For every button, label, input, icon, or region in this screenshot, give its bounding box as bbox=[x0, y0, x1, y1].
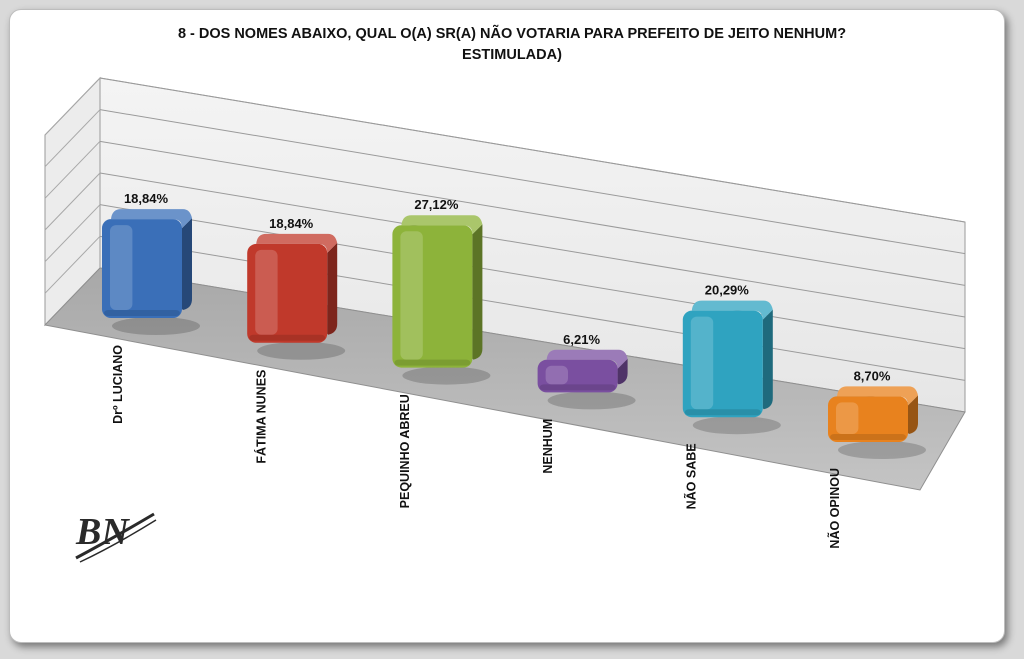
bar-side-face bbox=[762, 309, 773, 410]
bar-highlight bbox=[545, 365, 568, 385]
bn-logo: BN bbox=[75, 511, 157, 563]
bar-value-label: 18,84% bbox=[269, 216, 314, 231]
chart-title: 8 - DOS NOMES ABAIXO, QUAL O(A) SR(A) NÃ… bbox=[0, 24, 1024, 66]
bar-side-face bbox=[472, 224, 483, 360]
bar-front-face bbox=[537, 359, 618, 393]
bar-shadow bbox=[692, 416, 781, 435]
bar-base-edge bbox=[830, 434, 906, 440]
bar-value-label: 18,84% bbox=[124, 191, 169, 206]
bar-top-face bbox=[837, 386, 918, 406]
bar-top-face bbox=[256, 233, 338, 253]
bar-base-edge bbox=[539, 384, 616, 391]
gridline-side bbox=[44, 204, 101, 263]
bar-base-edge bbox=[249, 334, 326, 341]
category-label: NÃO SABE bbox=[684, 443, 699, 509]
bar-value-label: 27,12% bbox=[414, 197, 459, 212]
gridline-side bbox=[44, 140, 101, 199]
bar-side-face bbox=[908, 395, 918, 434]
bar-top-face bbox=[111, 209, 192, 229]
bar-side-face bbox=[327, 242, 338, 335]
category-label: NÃO OPINOU bbox=[827, 468, 842, 549]
gridline-side bbox=[44, 109, 101, 168]
bar-base-edge bbox=[394, 359, 471, 366]
category-label: Drº LUCIANO bbox=[111, 345, 125, 424]
gridline-side bbox=[44, 235, 101, 294]
chart-title-line2: ESTIMULADA) bbox=[462, 47, 562, 63]
gridline-back bbox=[99, 235, 966, 381]
gridline-back bbox=[99, 172, 966, 318]
bar-top-face bbox=[401, 215, 483, 235]
bar-top-face bbox=[546, 349, 628, 369]
bar-highlight bbox=[255, 249, 278, 335]
bar-side-face bbox=[617, 358, 628, 385]
bar-value-label: 20,29% bbox=[705, 283, 750, 298]
bar-top-face bbox=[691, 300, 773, 320]
bar-side-face bbox=[182, 218, 192, 310]
bar-2 bbox=[247, 233, 346, 360]
bars-group bbox=[102, 209, 926, 459]
bar-highlight bbox=[836, 402, 859, 434]
bn-logo-swoosh bbox=[75, 512, 155, 560]
gridline-side bbox=[44, 77, 101, 136]
bar-shadow bbox=[112, 317, 200, 335]
bar-shadow bbox=[402, 366, 491, 385]
bar-front-face bbox=[682, 310, 763, 418]
labels-group: 18,84% Drº LUCIANO 18,84% FÁTIMA NUNES 27,12… bbox=[111, 191, 891, 548]
bar-highlight bbox=[690, 316, 714, 410]
bar-highlight bbox=[110, 225, 133, 310]
bar-base-edge bbox=[684, 409, 761, 416]
bar-value-label: 8,70% bbox=[854, 368, 891, 383]
bar-value-label: 6,21% bbox=[563, 332, 600, 347]
category-label: NENHUM bbox=[541, 419, 555, 474]
bar-front-face bbox=[102, 219, 182, 318]
gridline-side bbox=[44, 172, 101, 231]
bar-6 bbox=[828, 386, 926, 459]
gridline-back bbox=[99, 109, 966, 255]
bar-base-edge bbox=[104, 310, 180, 316]
bar-4 bbox=[537, 349, 636, 410]
bn-logo-swoosh-2 bbox=[79, 519, 157, 563]
bar-3 bbox=[392, 215, 491, 385]
bar-shadow bbox=[257, 341, 346, 360]
gridline-back bbox=[99, 140, 966, 286]
bar-shadow bbox=[838, 441, 926, 459]
category-label: PEQUINHO ABREU bbox=[398, 394, 412, 508]
category-label: FÁTIMA NUNES bbox=[253, 370, 268, 464]
gridline-back bbox=[99, 204, 966, 350]
chart-title-line1: 8 - DOS NOMES ABAIXO, QUAL O(A) SR(A) NÃ… bbox=[177, 26, 847, 42]
bar-front-face bbox=[247, 243, 328, 343]
bar-highlight bbox=[400, 231, 423, 360]
bar-1 bbox=[102, 209, 200, 335]
bar-shadow bbox=[547, 391, 636, 410]
bar-5 bbox=[682, 300, 781, 435]
gridline-back bbox=[99, 77, 966, 223]
bar-front-face bbox=[392, 225, 473, 368]
bar-front-face bbox=[828, 396, 908, 442]
